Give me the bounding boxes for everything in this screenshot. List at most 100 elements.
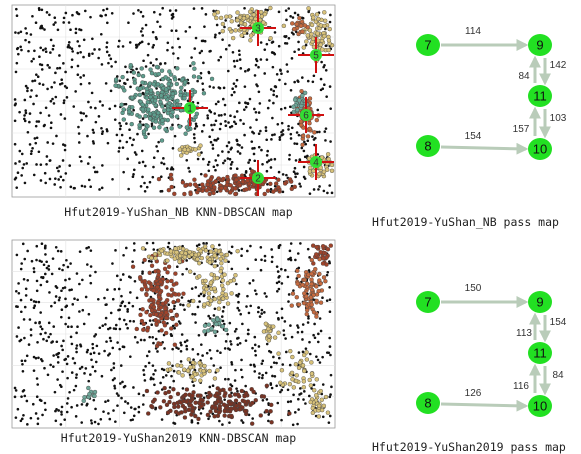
- cluster-point: [175, 363, 180, 368]
- noise-point: [198, 300, 201, 303]
- noise-point: [42, 337, 45, 341]
- player-node: [416, 392, 440, 414]
- cluster-point: [264, 383, 270, 388]
- cluster-point: [178, 363, 184, 369]
- noise-point: [317, 188, 320, 191]
- noise-point: [254, 258, 258, 261]
- cluster-point: [164, 310, 169, 315]
- cluster-point: [312, 130, 317, 135]
- cluster-point: [237, 401, 242, 407]
- noise-point: [202, 61, 205, 65]
- noise-point: [30, 89, 33, 92]
- noise-point: [212, 364, 216, 367]
- noise-point: [196, 305, 200, 309]
- noise-point: [254, 63, 258, 67]
- node-label: 10: [533, 142, 547, 157]
- cluster-point: [318, 250, 323, 255]
- node-label: 9: [536, 38, 543, 53]
- noise-point: [324, 27, 327, 31]
- noise-point: [91, 52, 94, 55]
- noise-point: [230, 361, 233, 364]
- noise-point: [23, 119, 27, 123]
- cluster-point: [186, 303, 191, 308]
- noise-point: [252, 152, 256, 156]
- noise-point: [220, 315, 224, 318]
- noise-point: [82, 322, 86, 326]
- cluster-point: [268, 409, 273, 414]
- cluster-point: [140, 246, 146, 251]
- cluster-point: [318, 388, 323, 394]
- noise-point: [152, 372, 155, 376]
- noise-point: [36, 422, 40, 426]
- noise-point: [287, 124, 290, 128]
- noise-point: [126, 157, 129, 161]
- noise-point: [113, 288, 117, 291]
- noise-point: [92, 351, 96, 355]
- noise-point: [75, 373, 78, 376]
- cluster-point: [201, 91, 207, 96]
- cluster-point: [144, 388, 150, 394]
- noise-point: [172, 307, 176, 310]
- noise-point: [201, 157, 205, 161]
- noise-point: [272, 101, 275, 105]
- noise-point: [76, 51, 80, 55]
- noise-point: [36, 417, 40, 420]
- noise-point: [259, 129, 262, 133]
- noise-point: [271, 65, 275, 69]
- noise-point: [56, 28, 60, 32]
- cluster-point: [159, 248, 164, 254]
- noise-point: [21, 166, 25, 170]
- node-label: 11: [533, 346, 547, 361]
- noise-point: [38, 63, 42, 66]
- cluster-point: [233, 398, 239, 403]
- noise-point: [286, 70, 289, 73]
- cluster-point: [165, 270, 170, 275]
- noise-point: [269, 365, 273, 369]
- noise-point: [235, 387, 238, 390]
- noise-point: [144, 23, 148, 27]
- noise-point: [151, 241, 155, 245]
- cluster-point: [168, 367, 173, 372]
- cluster-point: [216, 410, 222, 415]
- noise-point: [197, 294, 201, 298]
- noise-point: [141, 27, 144, 30]
- noise-point: [62, 263, 65, 267]
- noise-point: [229, 251, 233, 255]
- noise-point: [15, 305, 18, 308]
- noise-point: [32, 267, 36, 270]
- noise-point: [23, 257, 27, 261]
- noise-point: [230, 384, 234, 388]
- noise-point: [108, 352, 111, 356]
- noise-point: [147, 361, 151, 365]
- noise-point: [258, 372, 261, 375]
- noise-point: [179, 341, 182, 345]
- noise-point: [285, 350, 288, 354]
- cluster-point: [212, 263, 218, 269]
- noise-point: [177, 78, 181, 81]
- cluster-point: [300, 282, 305, 288]
- noise-point: [277, 280, 281, 284]
- noise-point: [76, 40, 80, 43]
- noise-point: [179, 360, 183, 363]
- noise-point: [152, 341, 155, 345]
- cluster-point: [182, 367, 187, 372]
- noise-point: [239, 118, 242, 122]
- noise-point: [132, 173, 135, 176]
- noise-point: [304, 402, 307, 405]
- noise-point: [117, 150, 121, 153]
- noise-point: [60, 405, 64, 409]
- noise-point: [36, 340, 39, 344]
- cluster-point: [144, 86, 149, 92]
- node-label: 10: [533, 399, 547, 414]
- noise-point: [238, 152, 242, 155]
- noise-point: [329, 393, 332, 396]
- noise-point: [75, 404, 79, 407]
- cluster-point: [184, 387, 190, 392]
- noise-point: [174, 9, 178, 12]
- cluster-point: [293, 378, 299, 384]
- noise-point: [30, 259, 34, 263]
- cluster-point: [131, 70, 137, 75]
- noise-point: [253, 107, 256, 111]
- noise-point: [259, 41, 263, 44]
- noise-point: [113, 377, 116, 380]
